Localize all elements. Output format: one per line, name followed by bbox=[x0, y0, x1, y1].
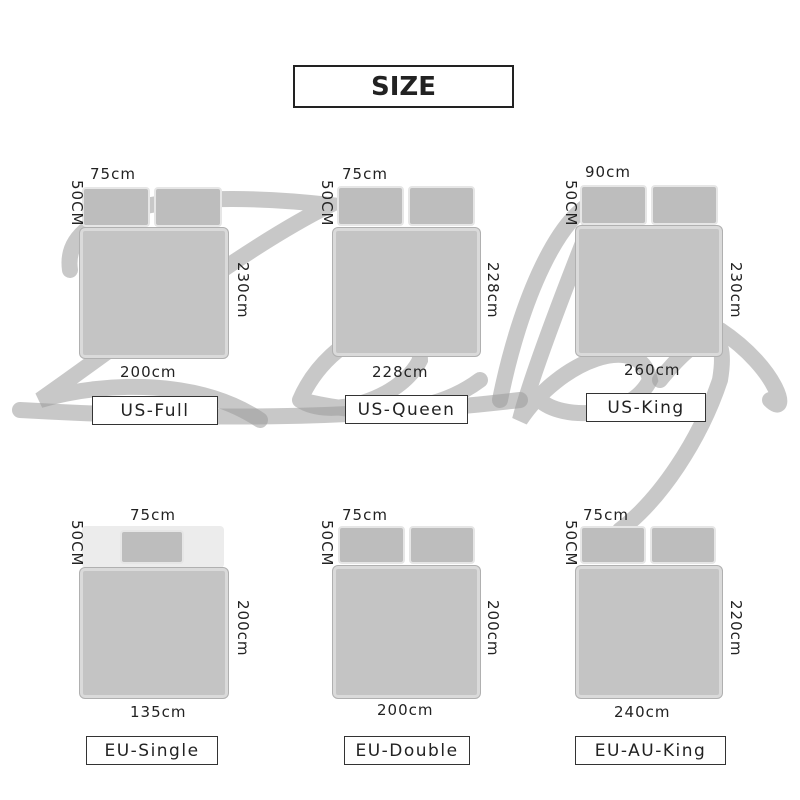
width-label: 228cm bbox=[372, 363, 429, 381]
bed-sheet bbox=[333, 566, 480, 698]
bed-sheet bbox=[576, 566, 722, 698]
length-label: 220cm bbox=[727, 600, 745, 657]
pillow-width-label: 90cm bbox=[585, 163, 631, 181]
pillow bbox=[408, 186, 475, 226]
width-label: 200cm bbox=[120, 363, 177, 381]
bed-sheet bbox=[80, 568, 228, 698]
width-label: 240cm bbox=[614, 703, 671, 721]
pillow bbox=[337, 186, 404, 226]
pillow-width-label: 75cm bbox=[583, 506, 629, 524]
pillow bbox=[154, 187, 222, 227]
pillow bbox=[650, 526, 716, 564]
pillow-width-label: 75cm bbox=[342, 165, 388, 183]
pillow bbox=[580, 185, 647, 225]
size-name-label: US-King bbox=[586, 393, 706, 422]
pillow-width-label: 75cm bbox=[130, 506, 176, 524]
pillow bbox=[651, 185, 718, 225]
width-label: 260cm bbox=[624, 361, 681, 379]
pillow-height-label: 50CM bbox=[562, 520, 580, 567]
pillow bbox=[580, 526, 646, 564]
size-name-label: EU-AU-King bbox=[575, 736, 726, 765]
size-name-label: US-Queen bbox=[345, 395, 468, 424]
width-label: 135cm bbox=[130, 703, 187, 721]
pillow-height-label: 50CM bbox=[318, 520, 336, 567]
length-label: 228cm bbox=[484, 262, 502, 319]
pillow bbox=[338, 526, 405, 564]
pillow-height-label: 50CM bbox=[318, 180, 336, 227]
width-label: 200cm bbox=[377, 701, 434, 719]
size-name-label: EU-Double bbox=[344, 736, 470, 765]
pillow bbox=[120, 530, 184, 564]
pillow-width-label: 75cm bbox=[90, 165, 136, 183]
bed-sheet bbox=[80, 228, 228, 358]
bed-sheet bbox=[333, 228, 480, 356]
pillow bbox=[408, 526, 475, 564]
bed-sheet bbox=[576, 226, 722, 356]
pillow-height-label: 50CM bbox=[68, 520, 86, 567]
pillow bbox=[82, 187, 150, 227]
page-title: SIZE bbox=[293, 65, 514, 108]
size-name-label: US-Full bbox=[92, 396, 218, 425]
size-name-label: EU-Single bbox=[86, 736, 218, 765]
length-label: 230cm bbox=[234, 262, 252, 319]
length-label: 200cm bbox=[234, 600, 252, 657]
pillow-height-label: 50CM bbox=[68, 180, 86, 227]
pillow-height-label: 50CM bbox=[562, 180, 580, 227]
length-label: 230cm bbox=[727, 262, 745, 319]
pillow-width-label: 75cm bbox=[342, 506, 388, 524]
length-label: 200cm bbox=[484, 600, 502, 657]
